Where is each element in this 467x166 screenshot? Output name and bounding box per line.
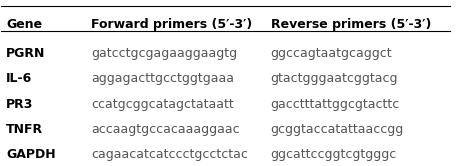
Text: IL-6: IL-6 <box>6 72 32 85</box>
Text: cagaacatcatccctgcctctac: cagaacatcatccctgcctctac <box>91 148 248 161</box>
Text: gatcctgcgagaaggaagtg: gatcctgcgagaaggaagtg <box>91 47 237 60</box>
Text: ccatgcggcatagctataatt: ccatgcggcatagctataatt <box>91 98 234 111</box>
Text: Gene: Gene <box>6 18 42 31</box>
Text: aggagacttgcctggtgaaa: aggagacttgcctggtgaaa <box>91 72 234 85</box>
Text: PR3: PR3 <box>6 98 33 111</box>
Text: GAPDH: GAPDH <box>6 148 56 161</box>
Text: accaagtgccacaaaggaac: accaagtgccacaaaggaac <box>91 123 240 136</box>
Text: gtactgggaatcggtacg: gtactgggaatcggtacg <box>270 72 398 85</box>
Text: TNFR: TNFR <box>6 123 43 136</box>
Text: ggccagtaatgcaggct: ggccagtaatgcaggct <box>270 47 392 60</box>
Text: gacctttattggcgtacttc: gacctttattggcgtacttc <box>270 98 400 111</box>
Text: gcggtaccatattaaccgg: gcggtaccatattaaccgg <box>270 123 404 136</box>
Text: ggcattccggtcgtgggc: ggcattccggtcgtgggc <box>270 148 397 161</box>
Text: Forward primers (5′-3′): Forward primers (5′-3′) <box>91 18 252 31</box>
Text: PGRN: PGRN <box>6 47 45 60</box>
Text: Reverse primers (5′-3′): Reverse primers (5′-3′) <box>270 18 431 31</box>
